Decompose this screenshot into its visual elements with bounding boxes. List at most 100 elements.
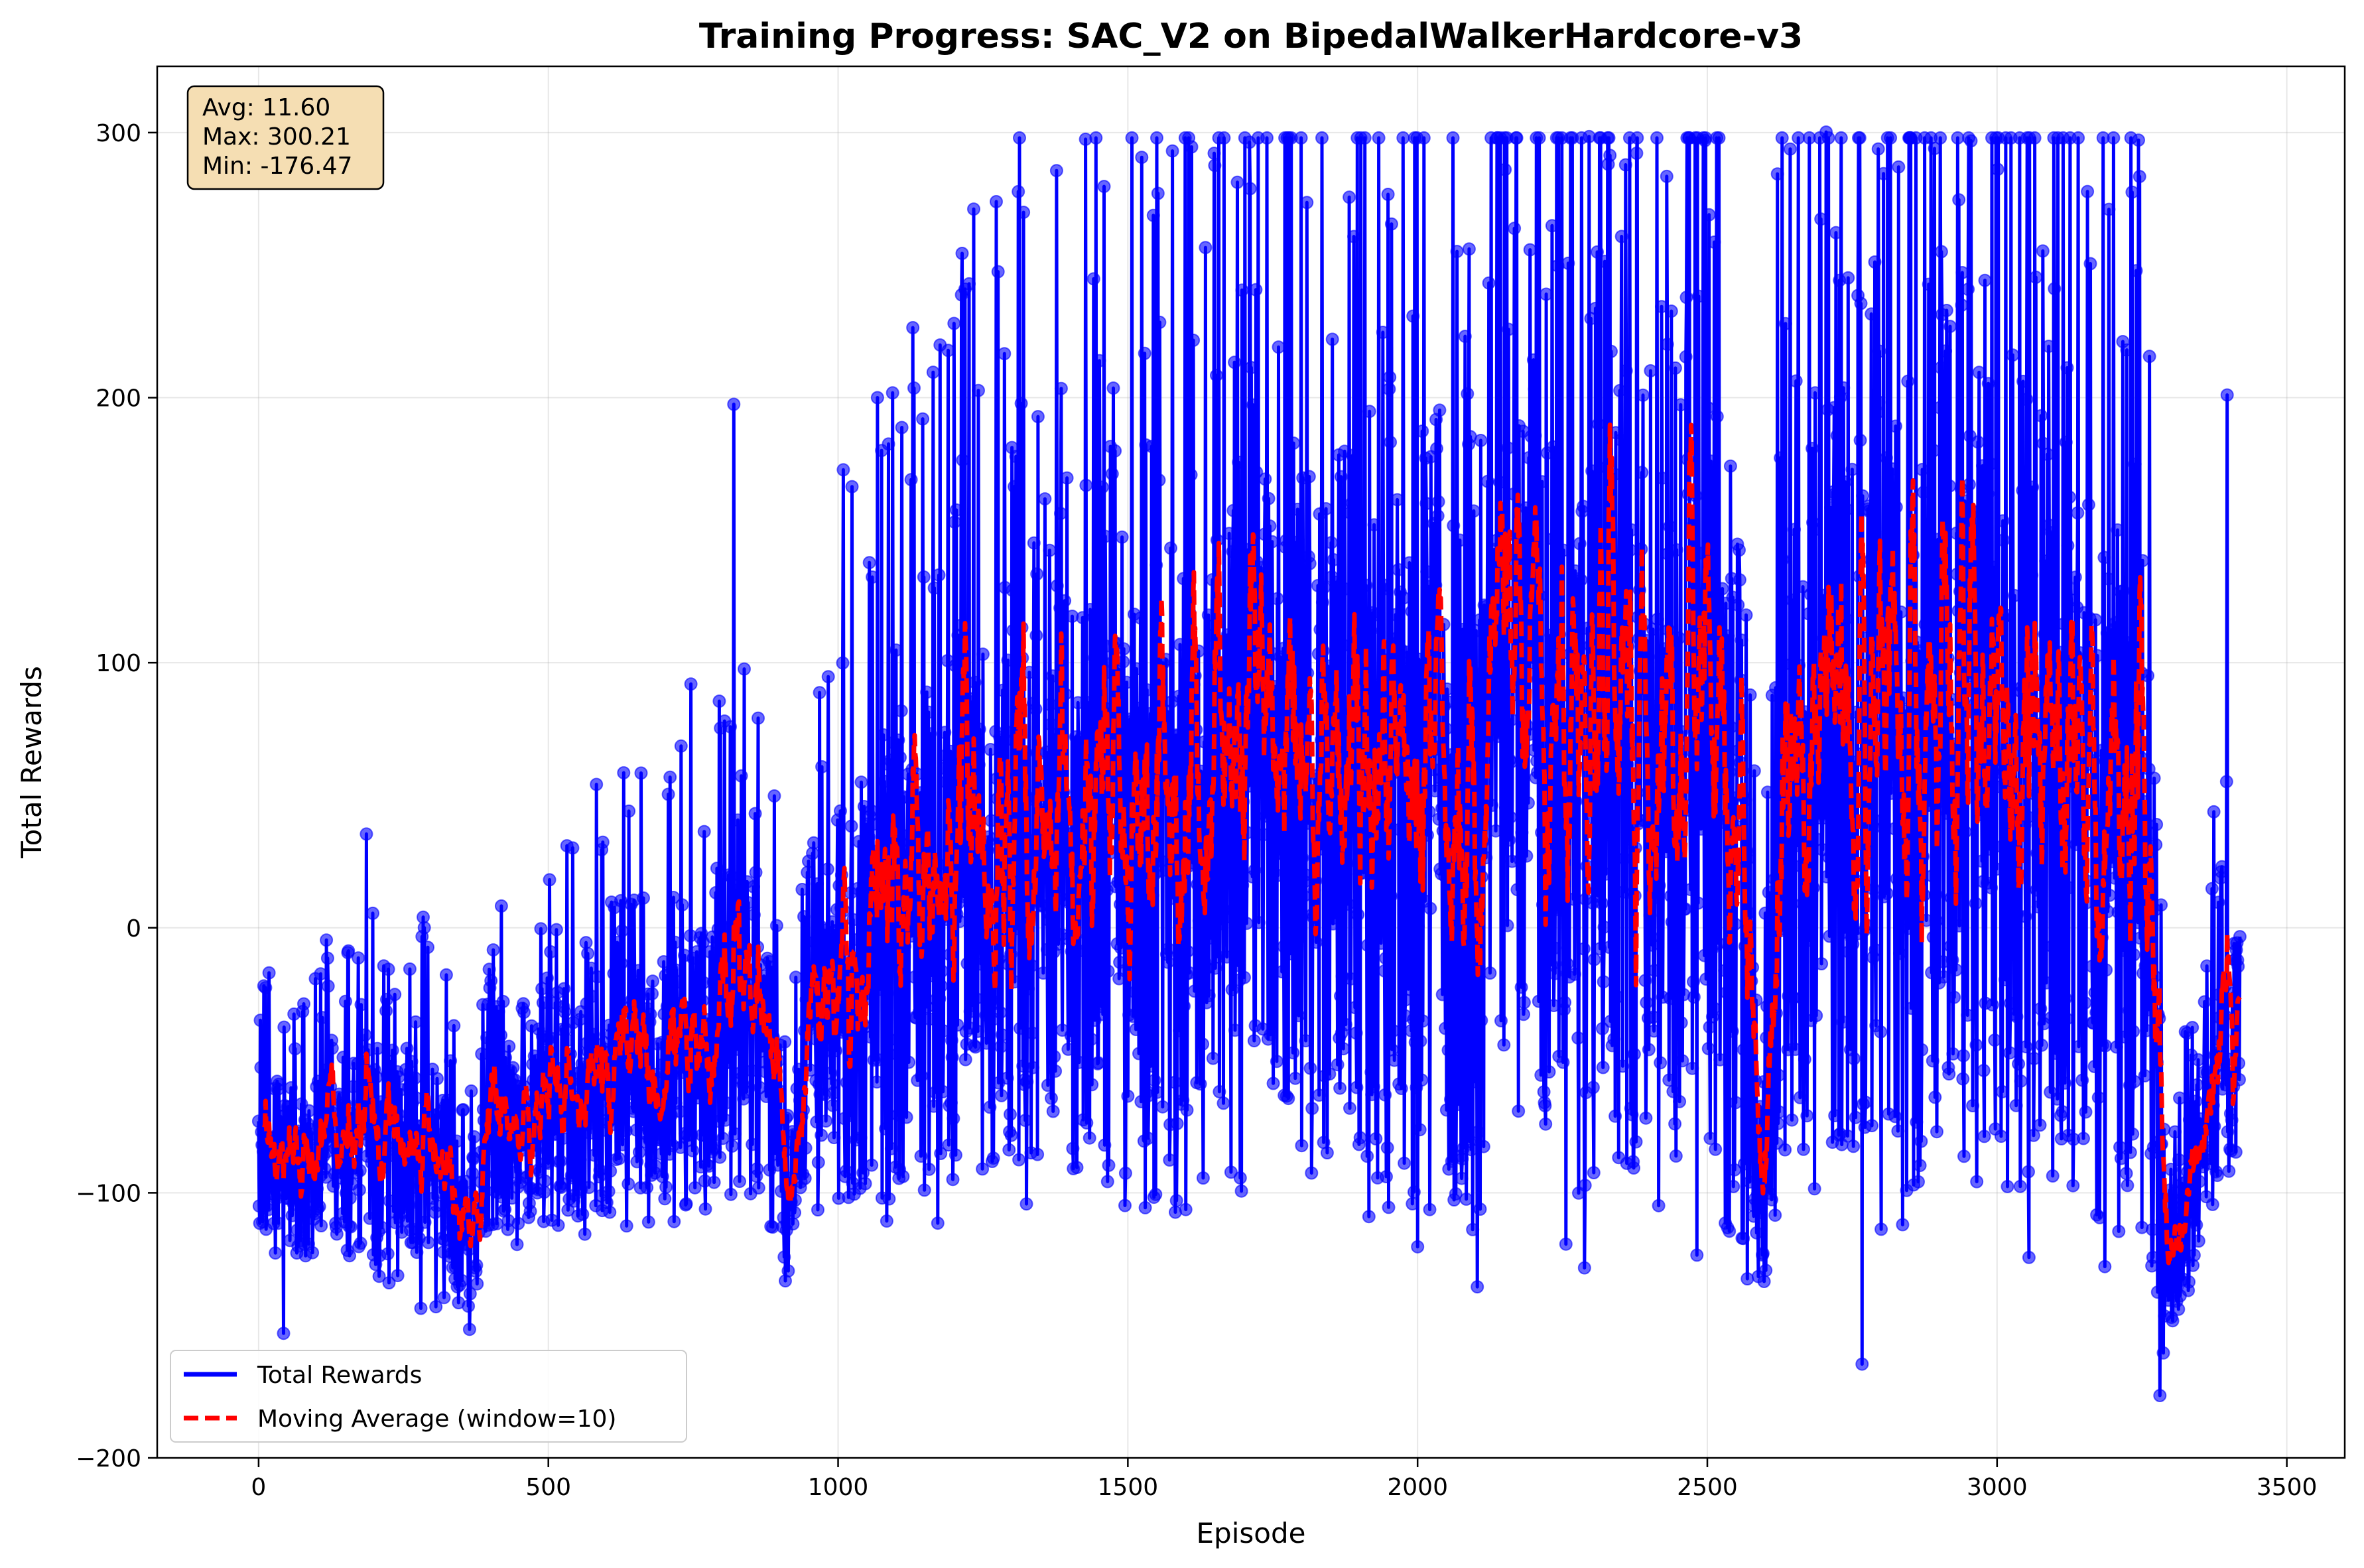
total-rewards-point: [767, 789, 781, 803]
total-rewards-point: [1276, 838, 1289, 852]
total-rewards-point: [1874, 1222, 1888, 1236]
total-rewards-point: [893, 751, 907, 764]
total-rewards-point: [1853, 131, 1867, 145]
total-rewards-point: [1136, 730, 1150, 744]
total-rewards-point: [1737, 1232, 1750, 1246]
legend: Total Rewards Moving Average (window=10): [170, 1350, 687, 1443]
total-rewards-point: [797, 910, 811, 923]
total-rewards-point: [1300, 196, 1314, 210]
total-rewards-point: [1891, 1124, 1905, 1138]
total-rewards-point: [1081, 954, 1095, 968]
total-rewards-point: [1567, 967, 1581, 981]
total-rewards-point: [2001, 1179, 2014, 1193]
total-rewards-point: [1315, 131, 1329, 145]
total-rewards-point: [1270, 1055, 1283, 1069]
total-rewards-point: [1047, 1049, 1061, 1063]
total-rewards-point: [1459, 1192, 1473, 1206]
total-rewards-point: [2027, 1051, 2041, 1065]
total-rewards-point: [1694, 822, 1708, 836]
total-rewards-point: [320, 951, 334, 965]
y-tick-label: 100: [96, 650, 141, 677]
total-rewards-point: [1289, 910, 1303, 924]
total-rewards-point: [761, 982, 775, 996]
total-rewards-point: [1925, 966, 1939, 980]
total-rewards-point: [994, 1088, 1008, 1102]
total-rewards-point: [1652, 1199, 1666, 1212]
total-rewards-point: [1868, 255, 1882, 269]
x-tick-label: 1500: [1098, 1474, 1159, 1501]
total-rewards-point: [463, 1287, 477, 1301]
total-rewards-point: [1557, 543, 1571, 557]
total-rewards-point: [2126, 1127, 2140, 1141]
total-rewards-point: [1351, 908, 1365, 921]
total-rewards-point: [1854, 296, 1868, 310]
total-rewards-point: [614, 956, 628, 970]
total-rewards-point: [1821, 131, 1835, 145]
total-rewards-point: [1926, 1054, 1939, 1068]
total-rewards-point: [899, 1110, 913, 1124]
total-rewards-point: [1031, 1147, 1045, 1161]
total-rewards-point: [381, 962, 395, 976]
total-rewards-point: [686, 1143, 700, 1157]
total-rewards-point: [1149, 1187, 1163, 1201]
total-rewards-point: [637, 891, 650, 905]
total-rewards-point: [1597, 920, 1611, 934]
total-rewards-point: [826, 1098, 840, 1112]
total-rewards-point: [1145, 440, 1159, 453]
total-rewards-point: [369, 1070, 383, 1084]
total-rewards-point: [414, 1301, 428, 1315]
total-rewards-point: [1665, 915, 1679, 929]
total-rewards-point: [2172, 1302, 2186, 1316]
y-tick-label: 300: [96, 120, 141, 147]
total-rewards-point: [1358, 131, 1372, 145]
total-rewards-point: [1522, 451, 1536, 465]
total-rewards-point: [2219, 775, 2233, 789]
total-rewards-point: [1797, 1142, 1810, 1156]
total-rewards-point: [968, 675, 982, 689]
total-rewards-point: [1095, 480, 1109, 494]
total-rewards-point: [874, 951, 888, 964]
total-rewards-point: [1343, 1101, 1356, 1115]
total-rewards-point: [1939, 304, 1953, 317]
total-rewards-point: [1836, 1015, 1850, 1029]
total-rewards-point: [2109, 1040, 2123, 1054]
total-rewards-point: [1910, 1115, 1924, 1129]
total-rewards-point: [510, 1238, 524, 1252]
total-rewards-point: [931, 1216, 945, 1230]
total-rewards-point: [788, 1206, 801, 1220]
total-rewards-point: [1164, 541, 1177, 555]
total-rewards-point: [801, 866, 815, 880]
total-rewards-point: [2210, 1169, 2224, 1183]
total-rewards-point: [1325, 332, 1339, 346]
series-layer: [251, 125, 2247, 1402]
total-rewards-point: [1845, 462, 1859, 476]
total-rewards-point: [1468, 1075, 1482, 1088]
total-rewards-point: [807, 836, 821, 850]
total-rewards-point: [1650, 612, 1664, 626]
total-rewards-point: [1489, 824, 1503, 838]
total-rewards-point: [1125, 131, 1139, 145]
total-rewards-point: [1662, 1073, 1676, 1087]
total-rewards-point: [382, 1276, 396, 1289]
total-rewards-point: [1196, 1037, 1210, 1051]
total-rewards-point: [790, 1082, 804, 1096]
total-rewards-point: [2138, 958, 2152, 972]
total-rewards-point: [854, 1131, 868, 1145]
total-rewards-point: [1317, 580, 1331, 594]
total-rewards-point: [456, 1103, 470, 1116]
total-rewards-point: [811, 1155, 825, 1169]
total-rewards-point: [1036, 966, 1050, 980]
total-rewards-point: [535, 982, 549, 996]
total-rewards-point: [1618, 852, 1632, 866]
total-rewards-point: [920, 685, 934, 699]
total-rewards-point: [1770, 167, 1784, 181]
total-rewards-point: [1792, 131, 1806, 145]
total-rewards-point: [2079, 1105, 2093, 1119]
total-rewards-point: [904, 473, 918, 487]
total-rewards-point: [343, 1191, 357, 1205]
total-rewards-point: [712, 694, 726, 708]
total-rewards-point: [1208, 159, 1222, 172]
total-rewards-point: [1049, 1064, 1063, 1078]
total-rewards-point: [1293, 930, 1307, 944]
total-rewards-point: [1204, 931, 1218, 945]
